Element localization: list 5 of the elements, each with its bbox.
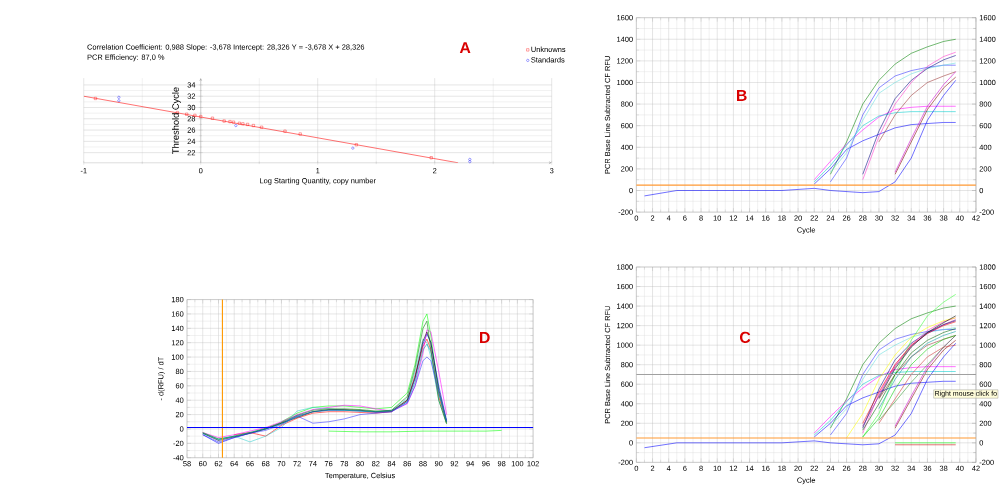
annotation: B	[736, 89, 747, 101]
annotation: C	[739, 331, 751, 343]
text: A	[459, 42, 471, 53]
annotation: D	[480, 331, 490, 343]
y-axis-title: Threshold Cycle	[172, 87, 181, 154]
